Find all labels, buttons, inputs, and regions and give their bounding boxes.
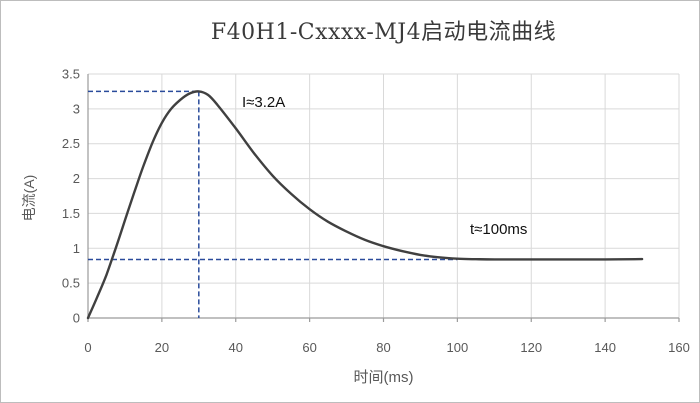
settle-time-annotation: t≈100ms [470, 221, 528, 238]
x-tick-label: 100 [447, 340, 469, 355]
startup-current-curve [86, 90, 644, 320]
y-tick-label: 0 [73, 311, 80, 326]
x-tick-label: 140 [594, 340, 616, 355]
y-tick-label: 1 [73, 241, 80, 256]
x-tick-label: 60 [302, 340, 316, 355]
y-tick-label: 1.5 [62, 206, 80, 221]
x-tick-label: 160 [668, 340, 690, 355]
peak-current-annotation: I≈3.2A [242, 94, 286, 111]
chart-title: F40H1-Cxxxx-MJ4启动电流曲线 [210, 20, 557, 45]
y-tick-label: 0.5 [62, 276, 80, 291]
y-tick-label: 2.5 [62, 136, 80, 151]
x-axis-title: 时间(ms) [353, 369, 414, 386]
y-tick-label: 3 [73, 101, 80, 116]
y-tick-label: 2 [73, 171, 80, 186]
y-tick-label: 3.5 [62, 67, 80, 82]
x-tick-label: 120 [520, 340, 542, 355]
x-tick-label: 0 [84, 340, 91, 355]
x-tick-label: 40 [229, 340, 243, 355]
x-tick-label: 20 [155, 340, 169, 355]
y-axis-title: 电流(A) [21, 174, 37, 222]
x-tick-label: 80 [376, 340, 390, 355]
